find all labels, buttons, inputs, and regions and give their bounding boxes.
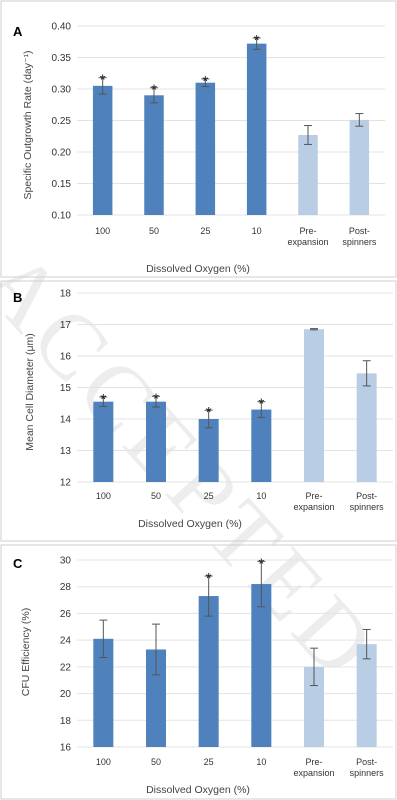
panel-a-y-ticks: 0.10 0.15 0.20 0.25 0.30 0.35 0.40 xyxy=(52,22,72,222)
panel-b-x-tick-label: 50 xyxy=(151,491,161,501)
panel-c-y-tick-label: 26 xyxy=(60,609,72,620)
panel-a-y-tick-label: 0.25 xyxy=(52,116,72,127)
panel-c-bar xyxy=(145,649,167,747)
panel-a-gridlines xyxy=(77,25,385,216)
panel-a-x-tick-label: 10 xyxy=(252,226,262,236)
panel-b-x-tick-label: 10 xyxy=(256,491,266,501)
panel-b-significance-star: * xyxy=(258,396,264,413)
panel-b-x-axis-title: Dissolved Oxygen (%) xyxy=(138,518,242,530)
panel-c-y-tick-label: 24 xyxy=(60,636,72,647)
panel-a-y-tick-label: 0.40 xyxy=(52,22,72,33)
panel-c-y-tick-label: 18 xyxy=(60,716,72,727)
panel-c: C CFU Efficiency (%) Dissolved Oxygen (%… xyxy=(0,544,397,800)
panel-a-bar xyxy=(349,119,370,215)
panel-c-bars: ** xyxy=(93,555,377,747)
panel-b-y-tick-label: 15 xyxy=(60,383,72,394)
panel-a-x-tick-label: 50 xyxy=(149,226,159,236)
panel-b-y-tick-label: 12 xyxy=(60,478,72,489)
panel-b: B Mean Cell Diameter (μm) Dissolved Oxyg… xyxy=(0,280,397,542)
panel-b-frame xyxy=(0,280,397,542)
panel-c-gridlines xyxy=(77,559,393,748)
panel-c-y-ticks: 16 18 20 22 24 26 28 30 xyxy=(60,556,72,754)
panel-a-bar xyxy=(144,95,164,215)
panel-c-bar xyxy=(251,584,272,747)
panel-b-label: B xyxy=(13,290,22,305)
panel-c-bar xyxy=(356,644,377,747)
panel-c-frame xyxy=(0,544,397,800)
panel-c-x-axis-title: Dissolved Oxygen (%) xyxy=(146,784,250,796)
panel-a-y-tick-label: 0.30 xyxy=(52,85,72,96)
panel-c-y-tick-label: 16 xyxy=(60,743,72,754)
panel-a-x-axis-title: Dissolved Oxygen (%) xyxy=(146,263,250,275)
panel-c-y-axis-title: CFU Efficiency (%) xyxy=(20,608,32,697)
panel-b-bars: * * * * xyxy=(93,328,377,482)
panel-b-bar xyxy=(356,373,377,482)
panel-c-significance-star: * xyxy=(206,570,212,587)
panel-c-y-tick-label: 28 xyxy=(60,582,72,593)
panel-b-y-ticks: 12 13 14 15 16 17 18 xyxy=(60,289,72,489)
panel-a-bars: * * * * xyxy=(92,32,370,215)
panel-b-significance-star: * xyxy=(206,404,212,421)
panel-b-bar xyxy=(251,409,272,482)
panel-c-x-tick-label: 50 xyxy=(151,757,161,767)
panel-b-y-tick-label: 13 xyxy=(60,446,72,457)
panel-a: A Specific Outgrowth Rate (day⁻¹) Dissol… xyxy=(0,0,397,278)
panel-c-x-tick-label: Post-spinners xyxy=(350,757,385,778)
panel-c-label: C xyxy=(13,556,23,571)
panel-b-significance-star: * xyxy=(100,391,106,408)
panel-a-significance-star: * xyxy=(202,73,208,90)
panel-b-x-tick-label: Pre-expansion xyxy=(293,491,334,512)
panel-b-bar xyxy=(303,329,325,482)
panel-a-bar xyxy=(246,43,267,215)
panel-c-x-ticks: 100 50 25 10 Pre-expansion Post-spinners xyxy=(96,757,384,778)
panel-a-y-tick-label: 0.20 xyxy=(52,148,72,159)
panel-b-y-tick-label: 14 xyxy=(60,415,72,426)
panel-b-x-tick-label: 25 xyxy=(204,491,214,501)
panel-b-bar xyxy=(93,401,114,482)
panel-a-bar xyxy=(298,134,318,215)
panel-b-significance-star: * xyxy=(153,390,159,407)
panel-a-x-tick-label: Post-spinners xyxy=(342,226,377,247)
panel-a-significance-star: * xyxy=(151,82,157,99)
panel-b-y-tick-label: 16 xyxy=(60,352,72,363)
panel-a-bar xyxy=(92,85,113,215)
panel-b-bar xyxy=(198,419,219,482)
panel-b-gridlines xyxy=(77,292,393,483)
panel-a-significance-star: * xyxy=(100,72,106,89)
panel-a-x-tick-label: 25 xyxy=(200,226,210,236)
panel-a-y-tick-label: 0.15 xyxy=(52,179,72,190)
panel-c-bar xyxy=(198,596,219,747)
panel-a-bar xyxy=(195,82,216,215)
panel-a-y-axis-title: Specific Outgrowth Rate (day⁻¹) xyxy=(22,50,34,199)
panel-c-y-tick-label: 22 xyxy=(60,662,72,673)
panel-b-x-tick-label: 100 xyxy=(96,491,111,501)
panel-b-y-tick-label: 18 xyxy=(60,289,72,300)
panel-a-x-tick-label: 100 xyxy=(95,226,110,236)
panel-b-x-tick-label: Post-spinners xyxy=(350,491,385,512)
panel-a-y-tick-label: 0.35 xyxy=(52,53,72,64)
panel-a-significance-star: * xyxy=(254,32,260,49)
panel-c-y-tick-label: 20 xyxy=(60,689,72,700)
panel-c-significance-star: * xyxy=(258,555,264,572)
panel-c-x-tick-label: 10 xyxy=(256,757,266,767)
panel-a-y-tick-label: 0.10 xyxy=(52,211,72,222)
panel-c-x-tick-label: Pre-expansion xyxy=(293,757,334,778)
panel-a-label: A xyxy=(13,24,23,39)
panel-c-bar xyxy=(93,638,114,747)
panel-c-y-tick-label: 30 xyxy=(60,556,72,567)
panel-c-x-tick-label: 25 xyxy=(204,757,214,767)
panel-a-frame xyxy=(0,0,397,278)
panel-b-bar xyxy=(145,401,167,482)
panel-b-y-axis-title: Mean Cell Diameter (μm) xyxy=(24,333,36,451)
panel-a-x-ticks: 100 50 25 10 Pre-expansion Post-spinners xyxy=(95,226,377,247)
panel-b-y-tick-label: 17 xyxy=(60,320,72,331)
panel-b-x-ticks: 100 50 25 10 Pre-expansion Post-spinners xyxy=(96,491,384,512)
panel-c-x-tick-label: 100 xyxy=(96,757,111,767)
panel-c-bar xyxy=(303,666,325,747)
panel-a-x-tick-label: Pre-expansion xyxy=(287,226,328,247)
